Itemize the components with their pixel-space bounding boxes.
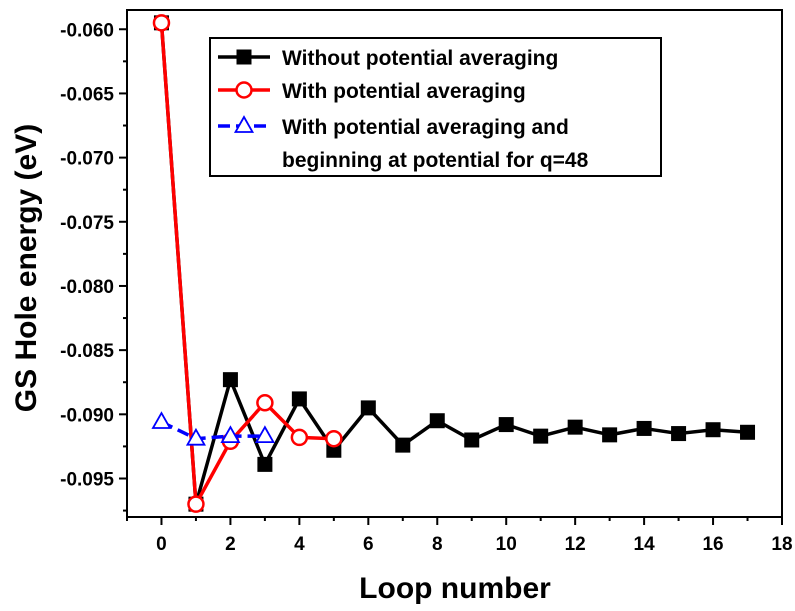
x-tick-labels: 0 2 4 6 8 10 12 14 16 18 — [156, 534, 792, 555]
x-tick-label: 16 — [702, 534, 723, 555]
data-point — [429, 413, 445, 429]
y-tick-label: -0.090 — [60, 405, 114, 426]
data-point — [705, 422, 721, 438]
legend-box — [209, 37, 662, 177]
series-line — [160, 420, 265, 441]
x-tick-label: 8 — [432, 534, 443, 555]
x-tick-label: 0 — [156, 534, 167, 555]
legend-label: With potential averaging — [282, 80, 526, 103]
legend-label: beginning at potential for q=48 — [282, 149, 589, 172]
y-tick-label: -0.085 — [60, 341, 114, 362]
data-point — [464, 432, 480, 448]
data-point — [290, 428, 309, 447]
y-tick-label: -0.070 — [60, 149, 114, 170]
legend-item-2: With potential averaging — [218, 80, 526, 103]
x-tick-label: 2 — [225, 534, 236, 555]
data-point — [533, 428, 549, 444]
legend-label: Without potential averaging — [282, 47, 558, 70]
legend-item-3: With potential averaging and beginning at… — [218, 115, 589, 172]
series-3 — [151, 411, 275, 446]
y-tick-label: -0.095 — [60, 469, 114, 490]
data-point — [671, 426, 687, 442]
x-tick-label: 14 — [634, 534, 656, 555]
data-point — [325, 429, 343, 448]
y-tick-label: -0.080 — [60, 277, 114, 298]
y-axis-title: GS Hole energy (eV) — [10, 124, 43, 412]
x-tick-label: 6 — [363, 534, 374, 555]
data-point — [185, 427, 206, 446]
x-tick-label: 10 — [496, 534, 517, 555]
data-point — [257, 456, 273, 472]
y-tick-labels: -0.095 -0.090 -0.085 -0.080 -0.075 -0.070 -0.0… — [60, 20, 114, 490]
data-point — [254, 425, 275, 444]
legend-marker — [236, 49, 252, 65]
legend: Without potential averaging With potentia… — [209, 37, 662, 177]
data-point — [152, 14, 171, 32]
x-tick-label: 4 — [294, 534, 305, 555]
y-tick-label: -0.075 — [60, 213, 114, 234]
data-point — [222, 372, 238, 388]
x-axis-title: Loop number — [359, 572, 551, 605]
data-point — [740, 424, 756, 440]
data-point — [187, 495, 205, 513]
series-layer — [151, 14, 756, 513]
data-point — [151, 411, 172, 429]
legend-item-1: Without potential averaging — [218, 47, 558, 70]
legend-label: With potential averaging and — [282, 116, 569, 139]
data-point — [498, 417, 514, 433]
y-tick-label: -0.060 — [60, 20, 114, 41]
data-point — [256, 394, 274, 412]
data-point — [220, 425, 241, 444]
y-tick-label: -0.065 — [60, 84, 114, 105]
data-point — [395, 437, 411, 453]
x-tick-label: 12 — [565, 534, 586, 555]
data-point — [636, 420, 652, 436]
plot-area-frame — [126, 9, 783, 518]
legend-marker — [235, 81, 253, 99]
data-point — [567, 419, 583, 435]
data-point — [602, 427, 618, 443]
x-tick-label: 18 — [771, 534, 792, 555]
data-point — [360, 400, 376, 416]
legend-marker — [233, 115, 255, 133]
data-point — [291, 391, 307, 407]
